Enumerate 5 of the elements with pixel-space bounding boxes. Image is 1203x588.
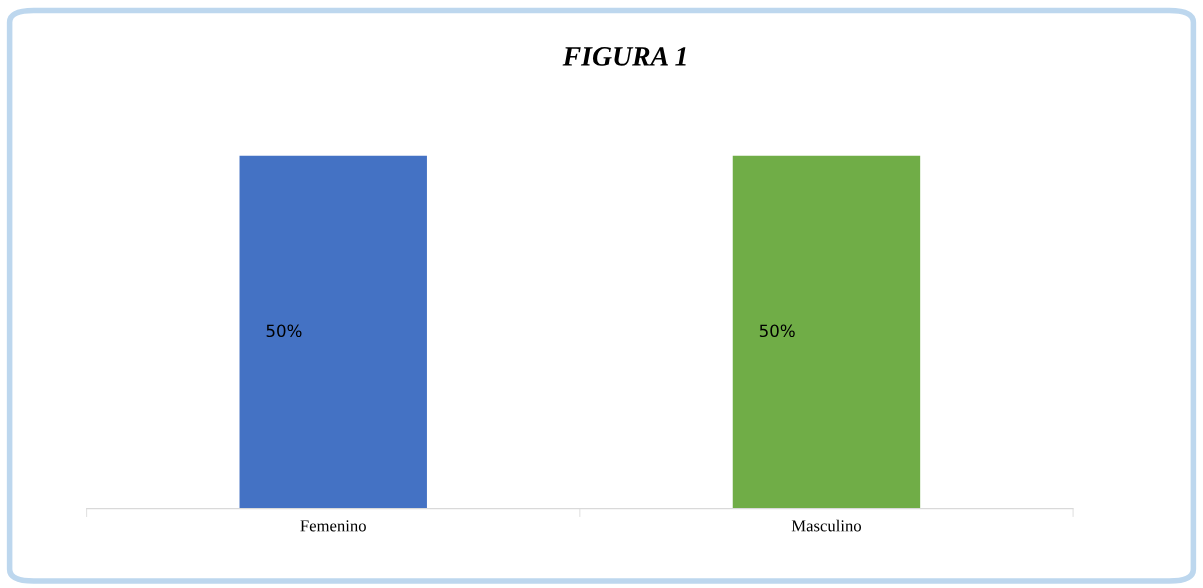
- x-tick-label: Masculino: [791, 519, 861, 532]
- x-tick-label: Femenino: [300, 520, 366, 532]
- data-label: 50%: [759, 324, 795, 338]
- data-label: 50%: [266, 324, 302, 338]
- chart-title: FIGURA 1: [562, 47, 686, 66]
